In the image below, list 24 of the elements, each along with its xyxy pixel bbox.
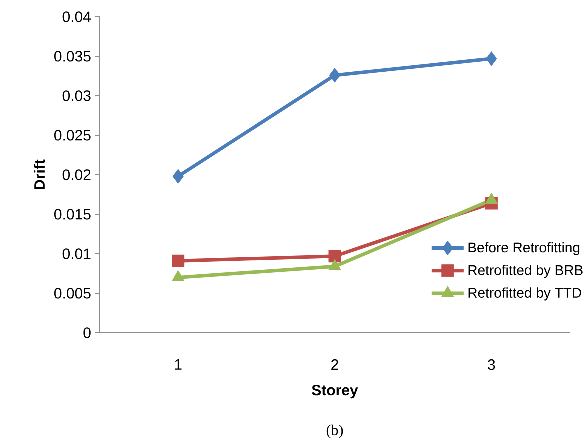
y-tick-label: 0.03: [62, 90, 91, 102]
y-tick-label: 0.01: [62, 248, 91, 260]
point: [330, 68, 341, 83]
text: (b): [326, 424, 344, 438]
y-tick-label: 0.035: [54, 51, 91, 62]
y-tick-label: 0.04: [62, 12, 92, 22]
point: [328, 250, 342, 263]
x-tick-label: 2: [332, 360, 338, 370]
legend-label: Retrofitted by BRB: [468, 265, 583, 278]
y-axis-title: Drift: [34, 160, 46, 190]
y-tick-label: 0.025: [54, 130, 91, 141]
point: [172, 254, 185, 268]
x-tick-label: 1: [175, 360, 182, 370]
point: [172, 169, 184, 184]
x-tick-label: 3: [488, 360, 496, 370]
legend-label: Before Retrofitting: [468, 242, 580, 256]
y-tick-label: 0.015: [54, 209, 91, 220]
point: [485, 193, 498, 204]
point: [486, 52, 498, 66]
y-tick-label: 0: [84, 328, 91, 338]
y-tick-label: 0.02: [62, 170, 91, 180]
y-tick-label: 0.005: [54, 288, 91, 299]
x-axis-title: Storey: [312, 385, 358, 399]
legend-label: Retrofitted by TTD: [468, 288, 582, 301]
